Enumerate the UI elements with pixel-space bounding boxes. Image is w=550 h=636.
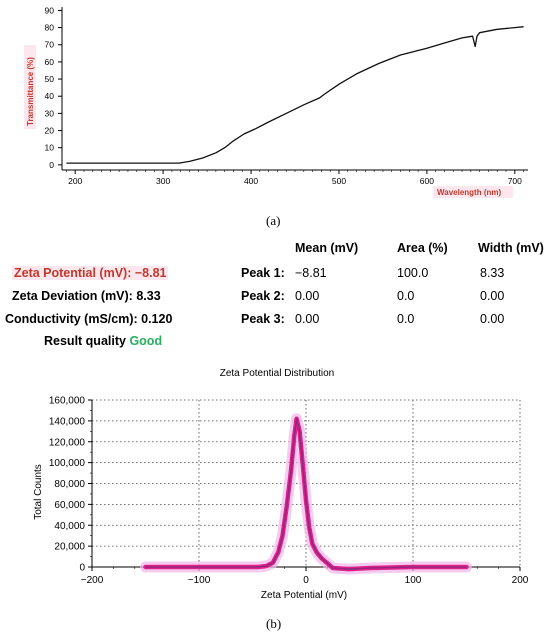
peak-2-mean: 0.00 [295,289,320,303]
x-tick-label: −200 [81,575,104,586]
zeta-distribution-chart: Zeta Potential Distribution 0 20,000 40,00… [33,368,529,601]
y-tick-label: 120,000 [49,437,86,448]
x-tick-label: 100 [405,575,422,586]
x-tick-label: 300 [156,176,170,186]
header-area: Area (%) [397,241,448,255]
x-tick-label: 200 [512,575,529,586]
peak-3-area: 0.0 [397,312,415,326]
peak-2-label: Peak 2: [241,289,285,303]
x-axis-label: Wavelength (nm) [437,188,501,197]
chart-title: Zeta Potential Distribution [220,368,335,379]
zeta-series-core [145,417,467,570]
peak-3-width: 0.00 [480,312,505,326]
y-tick-label: 90 [45,5,55,15]
x-tick-label: −100 [188,575,211,586]
x-tick-label: 0 [303,575,309,586]
peak-3-label: Peak 3: [241,312,285,326]
x-tick-label: 500 [332,176,346,186]
y-tick-label: 100,000 [49,458,86,469]
y-tick-label: 30 [45,108,55,118]
peak-1-label: Peak 1: [241,266,285,280]
y-tick-label: 60,000 [54,500,85,511]
x-tick-label: 600 [420,176,434,186]
x-tick-label: 200 [68,176,82,186]
y-tick-label: 40,000 [54,521,85,532]
y-axis-label-bg [24,45,36,129]
peak-2-area: 0.0 [397,289,415,303]
y-tick-label: 70 [45,40,55,50]
y-tick-label: 0 [49,160,54,170]
x-axis-label-bg [433,186,513,198]
result-quality-value: Good [129,334,163,348]
caption-b: (b) [266,616,282,631]
zeta-potential-value: Zeta Potential (mV): −8.81 [12,266,169,280]
transmittance-chart: 0 10 20 30 40 50 60 70 80 90 200 300 400 500 600 700 Tr… [24,5,528,198]
peak-1-width: 8.33 [480,266,505,280]
y-axis-label: Transmittance (%) [26,57,35,126]
peak-1-mean: −8.81 [295,266,327,280]
y-axis-label: Total Counts [33,464,44,520]
y-tick-label: 20,000 [54,542,85,553]
y-tick-label: 140,000 [49,416,86,427]
y-tick-label: 10 [45,143,55,153]
y-tick-label: 20 [45,126,55,136]
y-tick-label: 80 [45,23,55,33]
zeta-deviation-value: Zeta Deviation (mV): 8.33 [12,289,161,303]
x-axis-label: Zeta Potential (mV) [261,590,347,601]
zeta-results-panel: Zeta Potential (mV): −8.81 Zeta Deviatio… [0,236,550,356]
y-tick-label: 60 [45,57,55,67]
peak-1-area: 100.0 [397,266,429,280]
caption-a: (a) [266,213,281,228]
header-width: Width (mV) [478,241,544,255]
result-quality: Result quality Good [44,334,163,348]
y-tick-label: 80,000 [54,479,85,490]
y-tick-label: 0 [79,563,85,574]
x-tick-label: 700 [508,176,522,186]
peak-3-mean: 0.00 [295,312,320,326]
transmittance-series-line [66,26,524,164]
x-tick-label: 400 [244,176,258,186]
header-mean: Mean (mV) [295,241,359,255]
y-tick-label: 160,000 [49,396,86,407]
conductivity-value: Conductivity (mS/cm): 0.120 [5,312,173,326]
y-tick-label: 50 [45,74,55,84]
y-tick-label: 40 [45,91,55,101]
peak-2-width: 0.00 [480,289,505,303]
